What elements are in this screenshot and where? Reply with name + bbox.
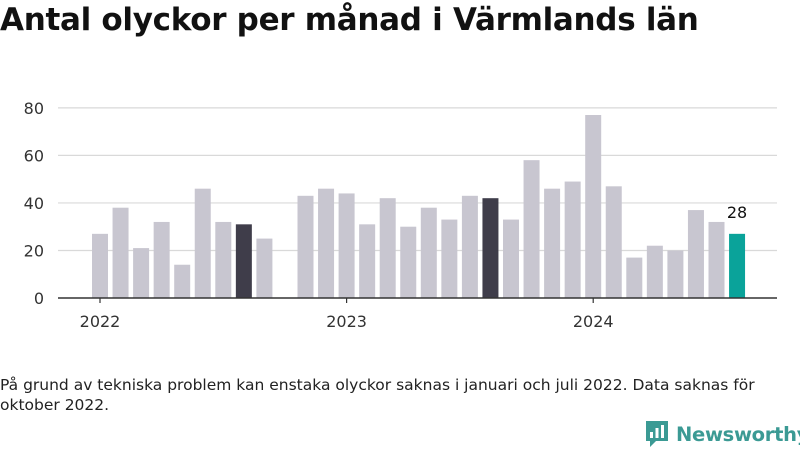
- bar-chart: 0 20 40 60 80 2022 2023 2024 28: [24, 99, 777, 331]
- bar: [646, 245, 663, 298]
- bar: [318, 188, 335, 298]
- data-label: 28: [727, 203, 747, 222]
- x-tick-label: 2023: [326, 312, 367, 331]
- bar: [708, 221, 725, 298]
- bar: [461, 195, 478, 298]
- bar: [235, 224, 252, 298]
- bar: [441, 219, 458, 298]
- bar: [503, 219, 519, 298]
- data-labels: 28: [727, 203, 747, 222]
- bar: [297, 195, 314, 298]
- bar: [359, 224, 376, 298]
- bar: [379, 198, 396, 298]
- bar: [400, 226, 417, 298]
- bar: [585, 115, 602, 298]
- bar: [605, 186, 622, 298]
- bars: [92, 115, 746, 298]
- brand-name: Newsworthy: [676, 422, 800, 446]
- x-axis-ticks: 2022 2023 2024: [80, 298, 614, 331]
- y-axis: 0 20 40 60 80: [24, 99, 44, 308]
- bar: [338, 193, 355, 298]
- chart-title: Antal olyckor per månad i Värmlands län: [0, 2, 699, 38]
- x-tick-label: 2022: [80, 312, 121, 331]
- bar: [194, 188, 211, 298]
- bar: [626, 257, 643, 298]
- bar: [482, 198, 499, 298]
- bar: [420, 207, 437, 298]
- bar: [153, 221, 170, 298]
- y-tick-label: 40: [24, 194, 44, 213]
- bar: [544, 188, 561, 298]
- brand-logo: Newsworthy: [644, 419, 800, 449]
- bar: [256, 238, 273, 298]
- bar: [667, 250, 684, 298]
- bar: [564, 181, 581, 298]
- x-tick-label: 2024: [573, 312, 614, 331]
- newsworthy-logo-icon: [646, 421, 668, 447]
- bar: [174, 264, 191, 298]
- bar: [523, 160, 540, 298]
- bar: [92, 233, 108, 298]
- bar: [215, 221, 232, 298]
- y-tick-label: 0: [34, 289, 44, 308]
- y-tick-label: 80: [24, 99, 44, 118]
- y-tick-label: 20: [24, 241, 44, 260]
- bar: [687, 210, 704, 298]
- bar: [729, 233, 746, 298]
- bar: [133, 248, 150, 298]
- bar: [112, 207, 129, 298]
- y-tick-label: 60: [24, 146, 44, 165]
- footnote: På grund av tekniska problem kan enstaka…: [0, 376, 755, 414]
